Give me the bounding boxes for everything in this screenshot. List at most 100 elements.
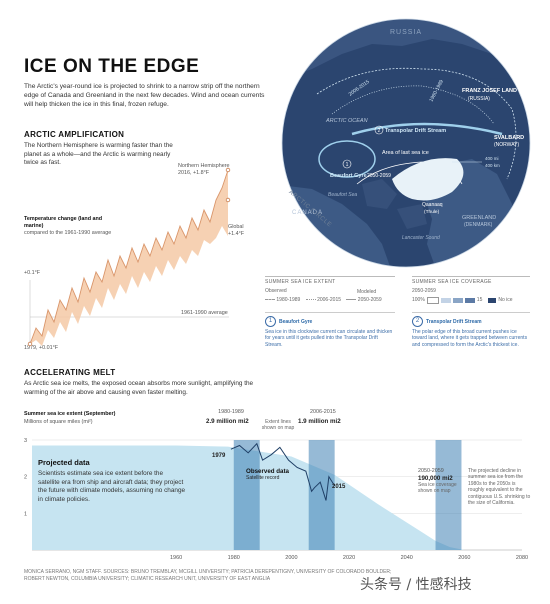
- beaufort-note: 1 Beaufort Gyre Sea ice in this clockwise…: [265, 312, 395, 348]
- band-2050s: [435, 440, 462, 550]
- temperature-chart: [27, 167, 231, 347]
- melt-body: As Arctic sea ice melts, the exposed oce…: [24, 380, 254, 396]
- x-ticks: 1960 1980 2000 2020 2040 2060 2080: [170, 555, 528, 561]
- dash-2006: [305, 298, 316, 300]
- amplification-body: The Northern Hemisphere is warming faste…: [24, 142, 173, 166]
- nh-label-line1: Northern Hemisphere: [178, 163, 230, 169]
- transpolar-note-body: The polar edge of this broad current pus…: [412, 329, 528, 348]
- coverage-swatch-4: [464, 297, 475, 303]
- label-2006-val: 1.9 million mi2: [298, 418, 341, 425]
- x-tick-label: 2020: [343, 555, 355, 561]
- transpolar-label: Transpolar Drift Stream: [385, 128, 446, 134]
- line-2050: [346, 298, 357, 300]
- x-tick-label: 1980: [228, 555, 240, 561]
- modeled-text: Modeled: [357, 289, 377, 295]
- sources-line-1: MONICA SERRANO, NGM STAFF. SOURCES: BRUN…: [24, 569, 392, 575]
- svalbard-sub: (NORWAY): [494, 142, 520, 148]
- temp-label-bold: Temperature change (land and marine): [24, 216, 103, 229]
- coverage-lo: 15: [476, 297, 483, 304]
- temperature-line: [29, 169, 229, 345]
- y-tick-label: 2: [24, 475, 27, 481]
- lancaster-label: Lancaster Sound: [402, 235, 440, 241]
- franz-sub: (RUSSIA): [468, 96, 490, 102]
- greenland-label: GREENLAND: [462, 215, 496, 221]
- observed-line: [230, 442, 336, 501]
- nh-label: Northern Hemisphere 2016, +1.8°F: [178, 163, 248, 177]
- qaanaaq-label: Qaanaaq: [422, 202, 443, 208]
- global-label-line2: +1.4°F: [228, 231, 245, 237]
- label-1979: 1979: [212, 453, 226, 459]
- observed-sub: Satellite record: [246, 475, 280, 481]
- marker-2-text: 2: [378, 128, 381, 134]
- greenland-sub: (DENMARK): [464, 222, 493, 228]
- e3-text: 2050-2059: [357, 296, 382, 303]
- x-tick-label: 2080: [516, 555, 528, 561]
- beaufort-gyre-loop: [318, 140, 376, 178]
- marker-1: [342, 159, 352, 169]
- e2-text: 2006-2015: [317, 296, 342, 303]
- islands: [362, 179, 427, 229]
- x-tick-label: 1960: [170, 555, 182, 561]
- extent-legend-row: 1980-1989 2006-2015 2050-2059: [265, 297, 395, 303]
- area-last-ice-label: Area of last sea ice: [382, 150, 429, 156]
- label-2006-years: 2006-2015: [310, 409, 336, 415]
- start-label: 1979, +0.01°F: [24, 345, 59, 351]
- coverage-scale: 100% 15 No ice: [412, 296, 530, 304]
- y-ticks: 1 2 3: [24, 438, 27, 517]
- global-label: Global +1.4°F: [228, 224, 268, 238]
- label-2050-block: 2050-2059 190,000 mi2 Sea ice coverage s…: [418, 468, 468, 495]
- extent-shown-label: Extent lines shown on map: [261, 419, 295, 432]
- x-tick-label: 2000: [285, 555, 297, 561]
- temp-label-sub: compared to the 1961-1990 average: [24, 230, 112, 236]
- projected-area: [32, 445, 522, 550]
- coverage-swatch-3: [452, 297, 463, 303]
- melt-y-title: Summer sea ice extent (September): [24, 411, 116, 417]
- russia-label: RUSSIA: [390, 29, 422, 36]
- transpolar-note: 2 Transpolar Drift Stream The polar edge …: [412, 312, 530, 348]
- scale-km: 400 km: [485, 163, 500, 168]
- nh-label-line2: 2016, +1.8°F: [178, 170, 210, 176]
- e1-text: 1980-1989: [276, 296, 301, 303]
- no-ice-text: No ice: [498, 297, 513, 304]
- label-2050-years: 2050-2059: [418, 468, 444, 474]
- extent-title: SUMMER SEA ICE EXTENT: [265, 279, 336, 285]
- beaufort-note-title: Beaufort Gyre: [279, 318, 313, 325]
- global-label-line1: Global: [228, 224, 244, 230]
- map-rim: [281, 18, 531, 268]
- label-2015: 2015: [332, 484, 346, 490]
- extent-1980: [316, 67, 517, 180]
- temp-label: Temperature change (land and marine) com…: [24, 216, 114, 237]
- sea-ice-chart: 1 2 3 1960 1980 2000 2020 2040 2060 2080: [24, 438, 528, 561]
- franz-label: FRANZ JOSEF LAND: [462, 88, 517, 94]
- label-2050-val: 190,000 mi2: [418, 475, 453, 482]
- extent-legend: SUMMER SEA ICE EXTENT Observed Modeled 1…: [265, 276, 395, 303]
- coverage-years: 2050-2059: [412, 288, 436, 295]
- coverage-swatch-2: [440, 297, 451, 303]
- map-2050-label: 2050-2059: [367, 173, 391, 179]
- projected-body: Scientists estimate sea ice extent befor…: [38, 470, 186, 503]
- side-note: The projected decline in summer sea ice …: [468, 468, 531, 507]
- y-tick-label: 1: [24, 511, 27, 517]
- band-1980s: [233, 440, 260, 550]
- melt-heading: ACCELERATING MELT: [24, 368, 116, 377]
- watermark: 头条号 / 性感科技: [360, 577, 472, 593]
- coverage-title: SUMMER SEA ICE COVERAGE: [412, 279, 492, 285]
- beaufort-note-body: Sea ice in this clockwise current can ci…: [265, 329, 393, 348]
- y-tick-label: 3: [24, 438, 27, 444]
- nh-end-point: [225, 167, 231, 173]
- avg-label: 1961-1990 average: [181, 310, 228, 316]
- arctic-map: RUSSIA ARCTIC OCEAN FRANZ JOSEF LAND (RU…: [281, 18, 531, 268]
- observed-note: Observed data Satellite record: [246, 468, 289, 481]
- marker-1-text: 1: [346, 162, 349, 168]
- amplification-heading: ARCTIC AMPLIFICATION: [24, 130, 125, 139]
- observed-title: Observed data: [246, 468, 289, 475]
- svalbard-label: SVALBARD: [494, 135, 524, 141]
- no-ice-swatch: [488, 297, 497, 303]
- plus01-label: +0.1°F: [24, 270, 41, 276]
- coverage-legend: SUMMER SEA ICE COVERAGE 2050-2059 100% 1…: [412, 276, 530, 304]
- transpolar-note-title: Transpolar Drift Stream: [426, 318, 482, 325]
- beaufort-number: 1: [265, 316, 276, 327]
- label-2050-note: Sea ice coverage shown on map: [418, 482, 457, 495]
- observed-text: Observed: [265, 288, 287, 295]
- global-end-point: [225, 197, 231, 203]
